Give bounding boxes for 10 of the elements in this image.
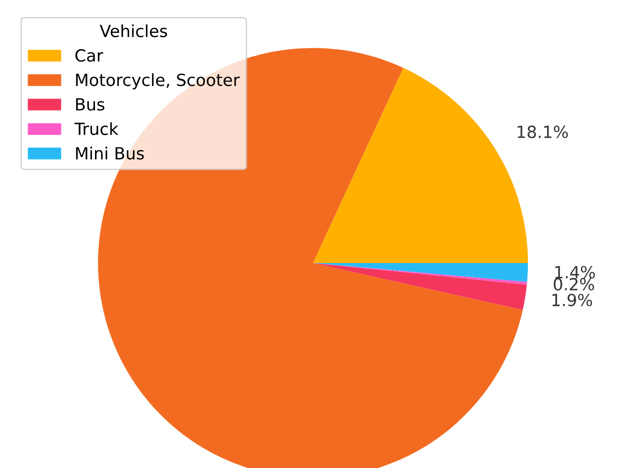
legend-label: Mini Bus [76, 146, 144, 160]
legend-title: Vehicles [100, 24, 168, 38]
data-label: 18.1% [518, 126, 568, 138]
legend-label: Truck [74, 122, 118, 136]
legend-label: Motorcycle, Scooter [76, 73, 240, 90]
legend-label: Bus [76, 98, 104, 111]
legend-label: Car [75, 49, 104, 62]
data-label: 1.4% [555, 266, 595, 278]
data-label: 0.2% [554, 278, 594, 291]
data-label: 1.9% [552, 294, 592, 306]
